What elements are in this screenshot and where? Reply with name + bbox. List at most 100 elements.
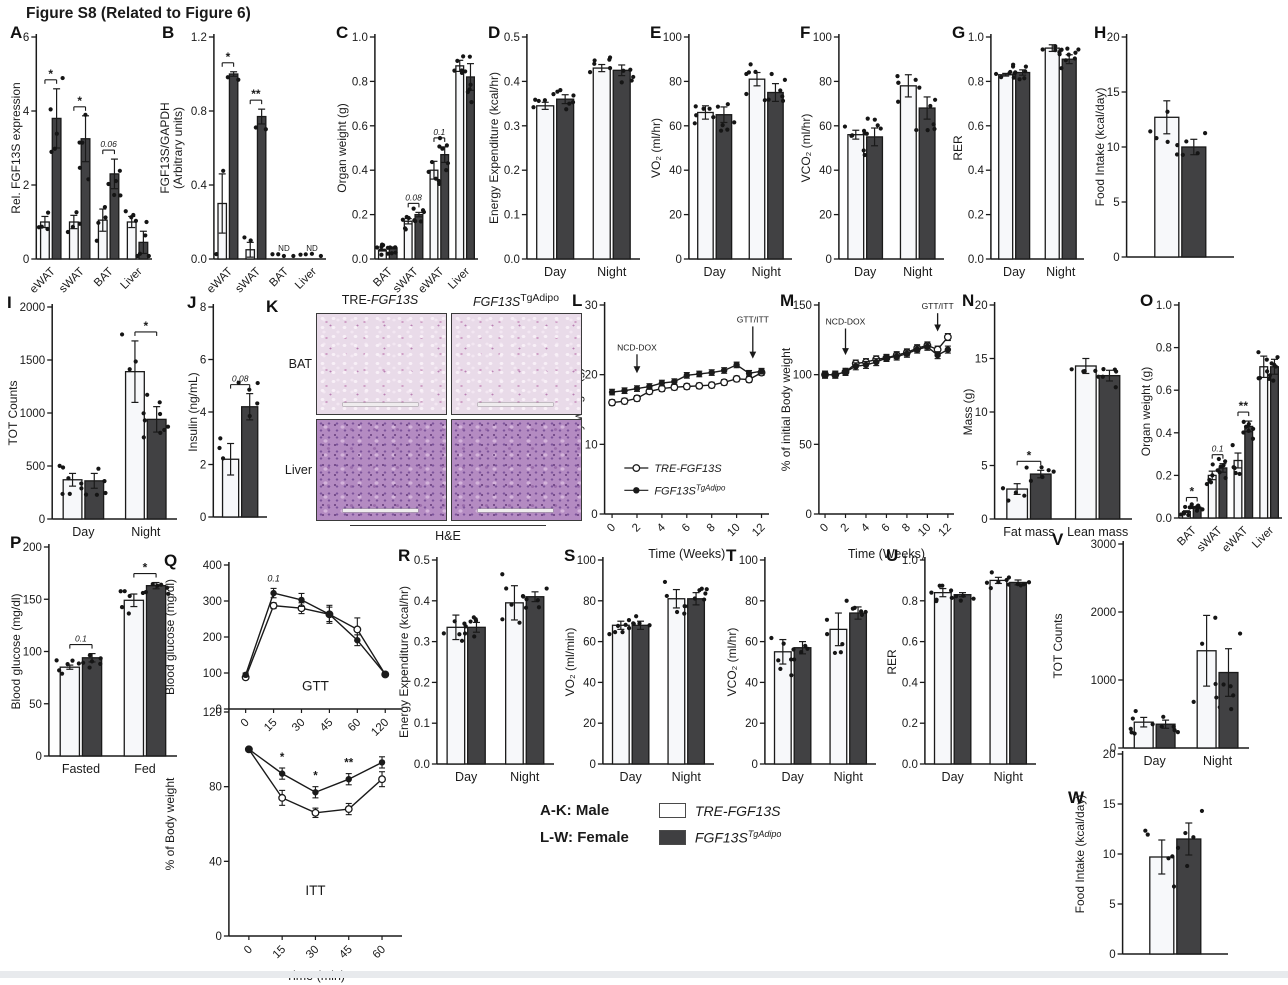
svg-text:4: 4 [200,407,207,419]
svg-text:0.8: 0.8 [968,76,984,88]
svg-text:0.5: 0.5 [414,555,430,567]
svg-text:1.0: 1.0 [902,555,918,567]
legend-row-tre: TRE-FGF13S [658,797,781,824]
svg-text:Day: Day [544,265,567,279]
k-image-liver-tgadipo [451,418,582,521]
svg-text:Night: Night [994,770,1024,784]
svg-text:VO₂ (ml/min): VO₂ (ml/min) [563,628,577,697]
svg-text:TRE-FGF13S: TRE-FGF13S [654,463,722,475]
svg-text:0: 0 [1109,949,1115,960]
svg-text:8: 8 [200,302,206,314]
svg-text:GTT: GTT [302,678,329,693]
svg-text:*: * [313,771,318,783]
svg-text:Fasted: Fasted [62,762,100,776]
svg-text:100: 100 [813,32,832,44]
svg-text:NCD-DOX: NCD-DOX [826,317,866,327]
svg-text:0.2: 0.2 [504,165,520,177]
k-caption: H&E [312,523,584,546]
svg-text:GTT/ITT: GTT/ITT [922,301,954,311]
svg-text:0.5: 0.5 [504,32,520,44]
svg-text:100: 100 [23,647,42,659]
legend-group-female: L-W: Female [540,829,629,846]
svg-text:5: 5 [1109,899,1115,911]
svg-text:Liver: Liver [446,266,472,292]
svg-text:Day: Day [782,770,805,784]
svg-text:6: 6 [880,522,893,535]
svg-text:80: 80 [669,76,682,88]
svg-text:0.4: 0.4 [504,76,521,88]
svg-text:50: 50 [29,699,42,711]
svg-text:0: 0 [23,254,29,266]
svg-text:0: 0 [589,759,595,771]
svg-text:300: 300 [203,596,222,608]
svg-text:0.0: 0.0 [968,254,984,266]
svg-text:Organ weight (g): Organ weight (g) [335,103,349,192]
svg-text:0.6: 0.6 [968,121,984,133]
svg-text:0.2: 0.2 [968,210,984,222]
svg-text:0: 0 [1110,743,1116,755]
svg-text:Night: Night [903,265,933,279]
svg-text:0.2: 0.2 [352,210,368,222]
svg-text:10: 10 [585,439,598,451]
svg-text:100: 100 [793,370,812,382]
svg-text:Time (Weeks): Time (Weeks) [848,547,925,561]
svg-text:80: 80 [819,76,832,88]
svg-text:60: 60 [745,637,758,649]
svg-text:0.1: 0.1 [75,634,87,644]
svg-text:20: 20 [1107,32,1120,44]
svg-text:(Arbitrary units): (Arbitrary units) [171,107,185,189]
svg-text:0: 0 [805,509,811,521]
svg-text:**: ** [251,87,261,101]
svg-text:Organ weight (g): Organ weight (g) [1139,367,1153,456]
svg-text:Fat mass: Fat mass [1003,525,1054,539]
svg-text:Energy Expenditure (kcal/hr): Energy Expenditure (kcal/hr) [487,72,501,224]
svg-text:1000: 1000 [20,408,46,420]
legend-groups: A-K: Male L-W: Female [540,797,629,851]
svg-text:5: 5 [1113,197,1119,209]
k-column-label-tre: TRE-FGF13S [341,293,419,307]
svg-text:200: 200 [23,542,42,554]
scale-bar [342,508,418,512]
panel-o-bar-chart: 0.0 0.2 0.4 0.6 0.8 1.0 Organ weight (g) BAT sWA… [1138,291,1288,552]
svg-text:*: * [1189,484,1194,498]
svg-text:40: 40 [745,677,758,689]
legend-swatch-dark [658,830,686,845]
svg-text:Night: Night [752,265,782,279]
svg-text:0.2: 0.2 [902,718,918,730]
svg-text:100: 100 [577,555,596,567]
svg-text:0.1: 0.1 [504,210,520,222]
svg-text:*: * [1027,448,1032,462]
svg-text:2: 2 [200,460,206,472]
svg-text:4: 4 [23,106,30,118]
svg-text:2000: 2000 [1091,607,1117,619]
svg-text:1000: 1000 [1091,675,1117,687]
svg-text:0: 0 [35,751,41,763]
svg-text:0.2: 0.2 [414,677,430,689]
svg-text:80: 80 [209,782,222,794]
svg-text:Day: Day [704,265,727,279]
k-row-liver: Liver [272,417,584,523]
svg-text:0.4: 0.4 [968,165,985,177]
svg-text:0.08: 0.08 [405,192,422,202]
svg-text:0.3: 0.3 [414,637,430,649]
svg-text:sWAT: sWAT [233,266,263,293]
svg-text:**: ** [344,758,353,770]
svg-text:ITT: ITT [305,883,325,898]
svg-text:10: 10 [916,522,934,540]
svg-text:% of Body weight: % of Body weight [163,777,177,870]
svg-text:50: 50 [799,439,812,451]
svg-text:150: 150 [23,594,42,606]
scale-bar [477,508,553,512]
svg-text:400: 400 [203,560,222,572]
svg-text:0.3: 0.3 [504,121,520,133]
svg-text:Energy Expenditure (kcal/hr): Energy Expenditure (kcal/hr) [397,586,411,738]
svg-text:TOT Counts: TOT Counts [6,381,20,446]
panel-c-bar-chart: 0.0 0.2 0.4 0.6 0.8 1.0 Organ weight (g) BAT sWA… [334,23,484,293]
svg-text:0.1: 0.1 [1212,444,1224,454]
svg-text:*: * [280,752,285,764]
svg-text:6: 6 [23,32,29,44]
svg-text:sWAT: sWAT [57,266,87,293]
svg-text:60: 60 [669,121,682,133]
svg-text:ND: ND [278,244,290,253]
